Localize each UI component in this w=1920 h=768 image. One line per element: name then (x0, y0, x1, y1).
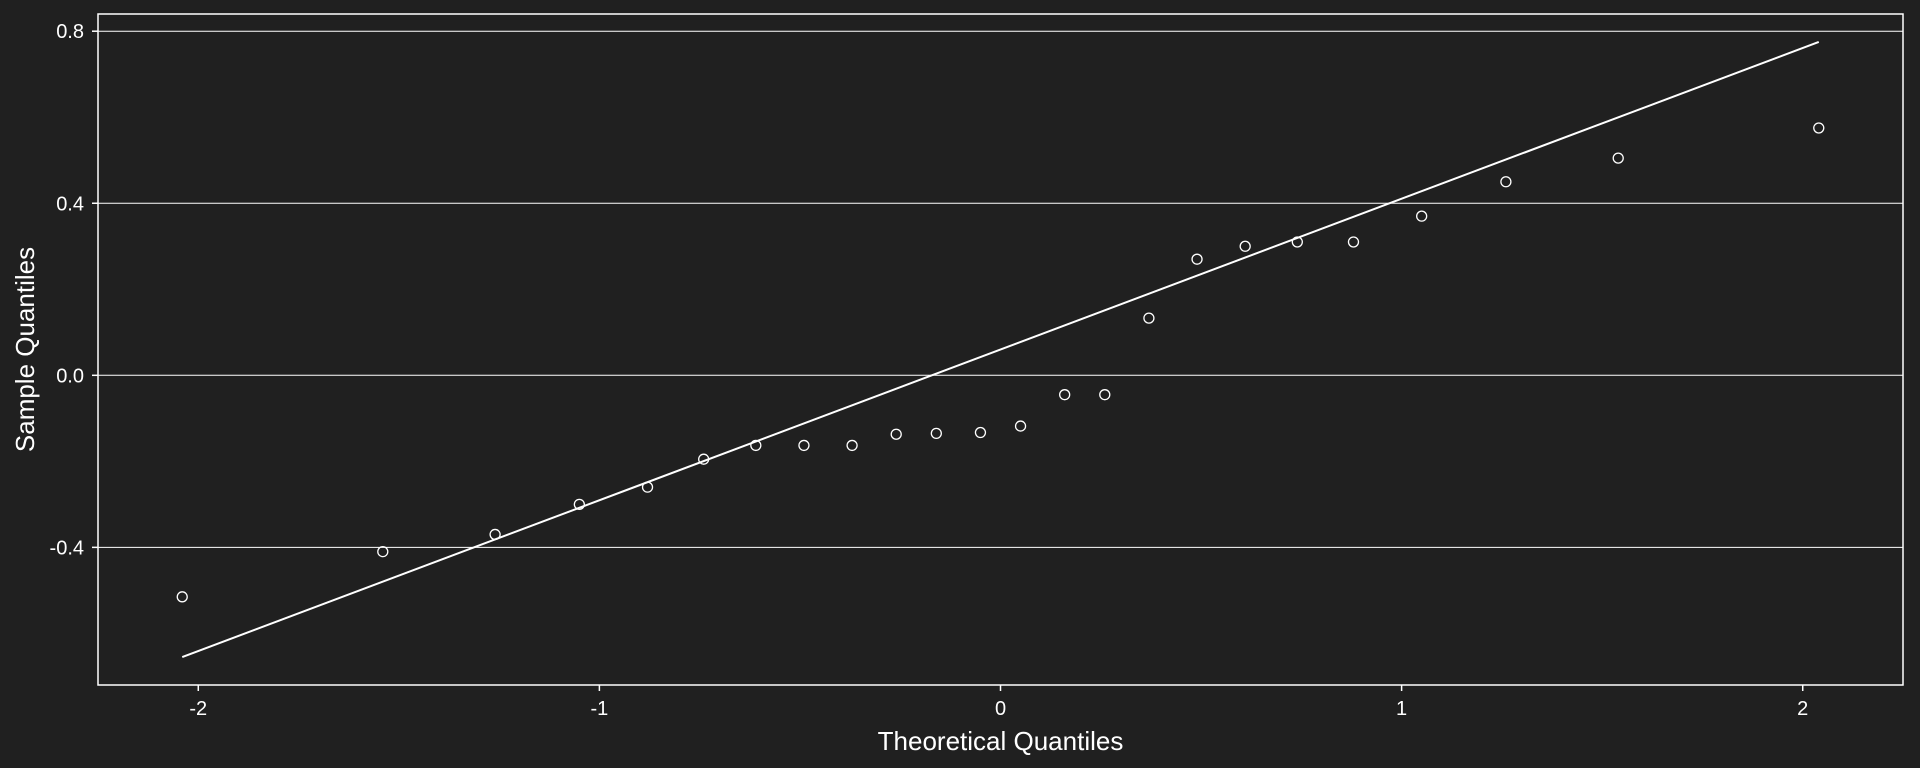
data-point (1143, 312, 1155, 324)
y-tick-label: 0.8 (56, 21, 84, 43)
y-tick-label: 0.4 (56, 193, 84, 215)
data-point (1099, 389, 1111, 401)
data-point (1059, 389, 1071, 401)
data-point (377, 546, 389, 558)
x-tick-label: -2 (189, 698, 207, 720)
x-axis-title: Theoretical Quantiles (878, 726, 1124, 756)
data-point (890, 428, 902, 440)
data-point (698, 453, 710, 465)
data-point (1014, 420, 1027, 432)
data-point (176, 591, 188, 603)
data-point (1813, 122, 1825, 134)
points-layer (176, 122, 1825, 603)
data-point (846, 439, 858, 452)
data-point (1347, 236, 1360, 248)
x-tick-label: -1 (590, 698, 608, 720)
x-tick-label: 0 (995, 698, 1006, 720)
grid-layer (98, 30, 1903, 548)
data-point (489, 528, 501, 541)
data-point (641, 481, 654, 493)
data-point (750, 439, 762, 452)
data-point (1500, 176, 1512, 188)
data-point (1416, 210, 1428, 222)
y-tick-label: -0.4 (50, 537, 84, 559)
reference-line (181, 41, 1820, 658)
x-tick-layer: -2 -1 0 1 2 (189, 685, 1808, 720)
data-point (974, 426, 987, 439)
data-point (930, 427, 942, 440)
reference-line-layer (181, 41, 1820, 658)
data-point (573, 498, 585, 510)
data-point (1239, 240, 1251, 252)
data-point (1191, 253, 1203, 265)
data-point (1612, 152, 1624, 164)
data-point (798, 439, 810, 452)
y-tick-label: 0.0 (56, 365, 84, 387)
data-point (1291, 236, 1303, 248)
x-tick-label: 1 (1396, 698, 1407, 720)
y-tick-layer: 0.8 0.4 0.0 -0.4 (50, 21, 98, 559)
x-tick-label: 2 (1797, 698, 1808, 720)
y-axis-title: Sample Quantiles (10, 247, 40, 452)
